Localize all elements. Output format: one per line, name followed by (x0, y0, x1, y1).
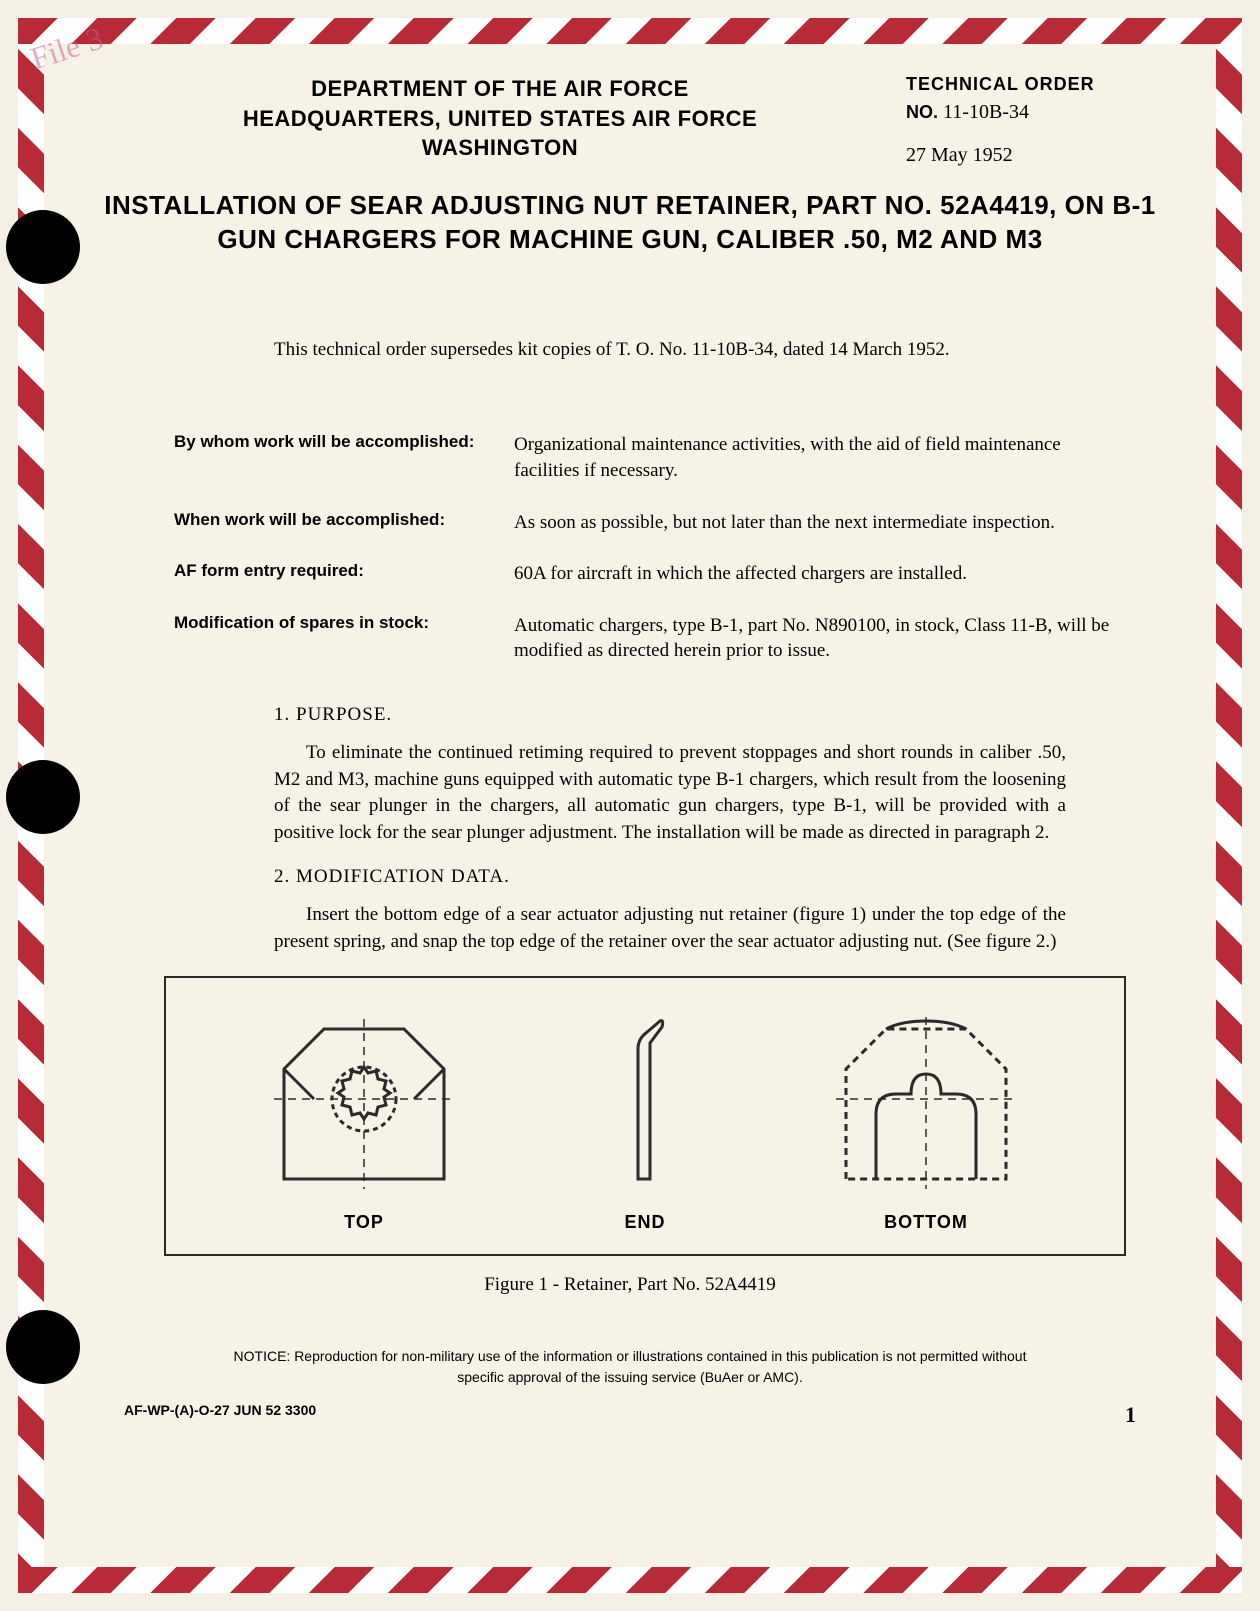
info-label: By whom work will be accomplished: (174, 432, 514, 483)
dept-line-3: WASHINGTON (104, 133, 896, 163)
info-value: As soon as possible, but not later than … (514, 510, 1116, 536)
footer-row: AF-WP-(A)-O-27 JUN 52 3300 1 (104, 1402, 1156, 1428)
section-heading-modification: 2. MODIFICATION DATA. (274, 866, 1066, 888)
figure-label-bottom: BOTTOM (816, 1212, 1036, 1233)
section-heading-purpose: 1. PURPOSE. (274, 704, 1066, 726)
footer-print-code: AF-WP-(A)-O-27 JUN 52 3300 (124, 1402, 316, 1428)
purpose-paragraph: To eliminate the continued retiming requ… (274, 740, 1066, 846)
info-label: AF form entry required: (174, 561, 514, 587)
technical-order-label: TECHNICAL ORDER (906, 74, 1156, 95)
info-value: 60A for aircraft in which the affected c… (514, 561, 1116, 587)
to-no-prefix: NO. (906, 102, 938, 122)
figure-label-end: END (610, 1212, 680, 1233)
info-value: Automatic chargers, type B-1, part No. N… (514, 613, 1116, 664)
title-line-1: INSTALLATION OF SEAR ADJUSTING NUT RETAI… (104, 189, 1156, 223)
figure-bottom-view: BOTTOM (816, 999, 1036, 1233)
figure-end-view: END (610, 999, 680, 1233)
retainer-top-svg (254, 999, 474, 1199)
info-row: When work will be accomplished: As soon … (174, 510, 1116, 536)
body-text: 1. PURPOSE. To eliminate the continued r… (274, 704, 1066, 956)
retainer-end-svg (610, 999, 680, 1199)
figure-box: TOP END BOTTOM (164, 976, 1126, 1256)
info-value: Organizational maintenance activities, w… (514, 432, 1116, 483)
header-center: DEPARTMENT OF THE AIR FORCE HEADQUARTERS… (104, 74, 896, 167)
to-no-value: 11-10B-34 (943, 101, 1029, 123)
title-line-2: GUN CHARGERS FOR MACHINE GUN, CALIBER .5… (104, 223, 1156, 257)
header-right: TECHNICAL ORDER NO. 11-10B-34 27 May 195… (896, 74, 1156, 167)
technical-order-date: 27 May 1952 (906, 144, 1156, 167)
reproduction-notice: NOTICE: Reproduction for non-military us… (104, 1346, 1156, 1388)
info-table: By whom work will be accomplished: Organ… (174, 432, 1116, 664)
document-title: INSTALLATION OF SEAR ADJUSTING NUT RETAI… (104, 189, 1156, 257)
info-row: AF form entry required: 60A for aircraft… (174, 561, 1116, 587)
dept-line-1: DEPARTMENT OF THE AIR FORCE (104, 74, 896, 104)
figure-top-view: TOP (254, 999, 474, 1233)
info-label: Modification of spares in stock: (174, 613, 514, 664)
page-number: 1 (1125, 1402, 1136, 1428)
modification-paragraph: Insert the bottom edge of a sear actuato… (274, 902, 1066, 955)
retainer-bottom-svg (816, 999, 1036, 1199)
figure-label-top: TOP (254, 1212, 474, 1233)
header-row: DEPARTMENT OF THE AIR FORCE HEADQUARTERS… (104, 74, 1156, 167)
dept-line-2: HEADQUARTERS, UNITED STATES AIR FORCE (104, 104, 896, 134)
info-row: By whom work will be accomplished: Organ… (174, 432, 1116, 483)
technical-order-number: NO. 11-10B-34 (906, 101, 1156, 124)
punch-hole (6, 1310, 80, 1384)
figure-caption: Figure 1 - Retainer, Part No. 52A4419 (104, 1274, 1156, 1296)
punch-hole (6, 210, 80, 284)
punch-hole (6, 760, 80, 834)
info-row: Modification of spares in stock: Automat… (174, 613, 1116, 664)
info-label: When work will be accomplished: (174, 510, 514, 536)
supersede-note: This technical order supersedes kit copi… (274, 337, 1036, 363)
document-page: DEPARTMENT OF THE AIR FORCE HEADQUARTERS… (44, 44, 1216, 1567)
